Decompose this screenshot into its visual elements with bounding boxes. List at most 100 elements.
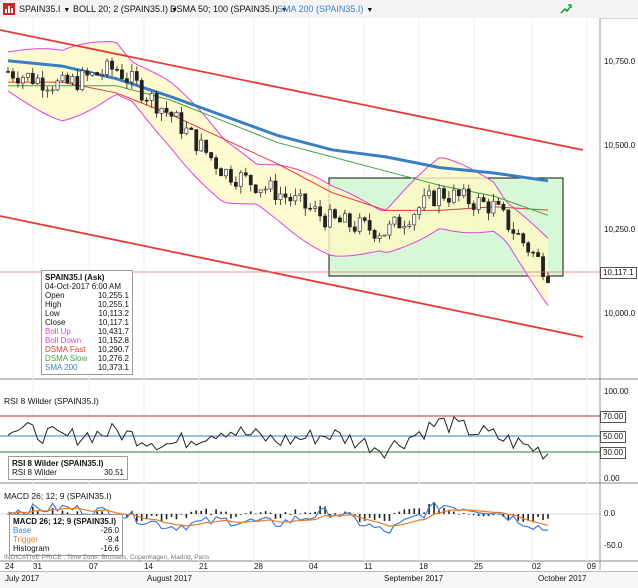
candle-body[interactable] (511, 229, 516, 234)
macd-histogram-bar[interactable] (269, 512, 272, 514)
macd-histogram-bar[interactable] (175, 514, 178, 520)
macd-histogram-bar[interactable] (150, 514, 153, 516)
macd-histogram-bar[interactable] (438, 510, 440, 514)
candle-body[interactable] (278, 193, 283, 200)
macd-histogram-bar[interactable] (309, 513, 312, 514)
candle-body[interactable] (407, 224, 412, 227)
candle-body[interactable] (110, 60, 114, 70)
candle-body[interactable] (174, 112, 179, 117)
dsma-indicator-selector[interactable]: DSMA 50; 100 (SPAIN35.I) ▼ (170, 4, 288, 14)
sma-indicator-selector[interactable]: SMA 200 (SPAIN35.I) ▼ (277, 4, 373, 14)
candle-body[interactable] (214, 157, 218, 169)
candle-body[interactable] (451, 189, 456, 203)
candle-body[interactable] (6, 71, 10, 73)
candle-body[interactable] (382, 234, 387, 237)
macd-histogram-bar[interactable] (244, 513, 247, 514)
macd-histogram-bar[interactable] (36, 511, 39, 514)
macd-histogram-bar[interactable] (259, 512, 262, 514)
macd-histogram-bar[interactable] (205, 508, 207, 514)
candle-body[interactable] (124, 78, 129, 83)
macd-histogram-bar[interactable] (279, 514, 282, 519)
channel-upper-line[interactable] (0, 29, 584, 151)
macd-histogram-bar[interactable] (537, 514, 539, 517)
ma-line-3[interactable] (8, 85, 549, 216)
macd-histogram-bar[interactable] (378, 514, 381, 518)
candle-body[interactable] (437, 188, 441, 207)
candle-body[interactable] (70, 76, 75, 84)
candle-body[interactable] (531, 251, 536, 254)
macd-histogram-bar[interactable] (373, 514, 376, 520)
candle-body[interactable] (25, 73, 30, 78)
trend-arrow-icon[interactable] (560, 4, 572, 14)
candle-body[interactable] (521, 233, 526, 244)
candle-body[interactable] (129, 71, 134, 83)
candle-body[interactable] (204, 139, 209, 153)
candle-body[interactable] (20, 76, 25, 84)
candle-body[interactable] (496, 200, 501, 205)
macd-histogram-bar[interactable] (418, 508, 420, 514)
candle-body[interactable] (288, 197, 293, 202)
candle-body[interactable] (238, 172, 243, 187)
candle-body[interactable] (298, 193, 303, 196)
macd-histogram-bar[interactable] (304, 512, 307, 514)
candle-body[interactable] (209, 152, 214, 159)
macd-histogram-bar[interactable] (497, 514, 500, 515)
rsi-line[interactable] (7, 416, 549, 460)
macd-histogram-bar[interactable] (458, 514, 460, 515)
macd-histogram-bar[interactable] (507, 514, 510, 520)
candle-body[interactable] (149, 93, 154, 101)
macd-histogram-bar[interactable] (492, 514, 495, 516)
macd-histogram-bar[interactable] (220, 511, 222, 514)
candle-body[interactable] (120, 69, 124, 79)
candle-body[interactable] (313, 206, 318, 209)
macd-histogram-bar[interactable] (472, 514, 475, 516)
candle-body[interactable] (397, 216, 402, 229)
candle-body[interactable] (422, 195, 427, 209)
candle-body[interactable] (536, 252, 540, 257)
macd-histogram-bar[interactable] (413, 508, 416, 514)
macd-histogram-bar[interactable] (17, 511, 19, 514)
candle-body[interactable] (65, 74, 70, 84)
candle-body[interactable] (367, 220, 372, 231)
candle-body[interactable] (253, 184, 258, 193)
candle-body[interactable] (427, 190, 432, 197)
candle-body[interactable] (248, 174, 253, 186)
macd-histogram-bar[interactable] (7, 514, 9, 515)
macd-histogram-bar[interactable] (294, 509, 297, 514)
macd-histogram-bar[interactable] (542, 514, 544, 521)
candle-body[interactable] (392, 216, 397, 225)
macd-histogram-bar[interactable] (487, 514, 490, 517)
macd-histogram-bar[interactable] (363, 514, 366, 521)
candle-body[interactable] (442, 188, 446, 199)
candle-body[interactable] (308, 207, 313, 210)
candle-body[interactable] (35, 77, 40, 84)
macd-histogram-bar[interactable] (215, 509, 217, 514)
candle-body[interactable] (60, 74, 65, 82)
candle-body[interactable] (16, 77, 20, 84)
ma-line-2[interactable] (8, 81, 549, 211)
macd-histogram-bar[interactable] (482, 514, 485, 517)
macd-histogram-bar[interactable] (517, 514, 520, 521)
candle-body[interactable] (372, 229, 377, 239)
candle-body[interactable] (481, 197, 486, 203)
macd-histogram-bar[interactable] (433, 502, 435, 514)
symbol-selector[interactable]: SPAIN35.I ▼ (19, 4, 70, 14)
boll-indicator-selector[interactable]: BOLL 20; 2 (SPAIN35.I) ▼ (73, 4, 178, 14)
candle-body[interactable] (229, 169, 233, 183)
candle-body[interactable] (75, 76, 80, 90)
candle-body[interactable] (179, 112, 184, 134)
macd-histogram-bar[interactable] (314, 511, 316, 514)
candle-body[interactable] (169, 111, 174, 117)
macd-histogram-bar[interactable] (532, 514, 534, 522)
macd-histogram-bar[interactable] (428, 504, 430, 514)
macd-histogram-bar[interactable] (453, 511, 455, 514)
macd-trigger-line[interactable] (7, 507, 549, 527)
macd-histogram-bar[interactable] (145, 514, 148, 519)
candle-body[interactable] (55, 80, 60, 91)
candle-body[interactable] (50, 89, 55, 92)
candle-body[interactable] (417, 207, 422, 215)
candle-body[interactable] (199, 139, 204, 152)
candle-body[interactable] (134, 71, 139, 81)
macd-histogram-bar[interactable] (408, 508, 411, 514)
candle-body[interactable] (516, 233, 521, 235)
